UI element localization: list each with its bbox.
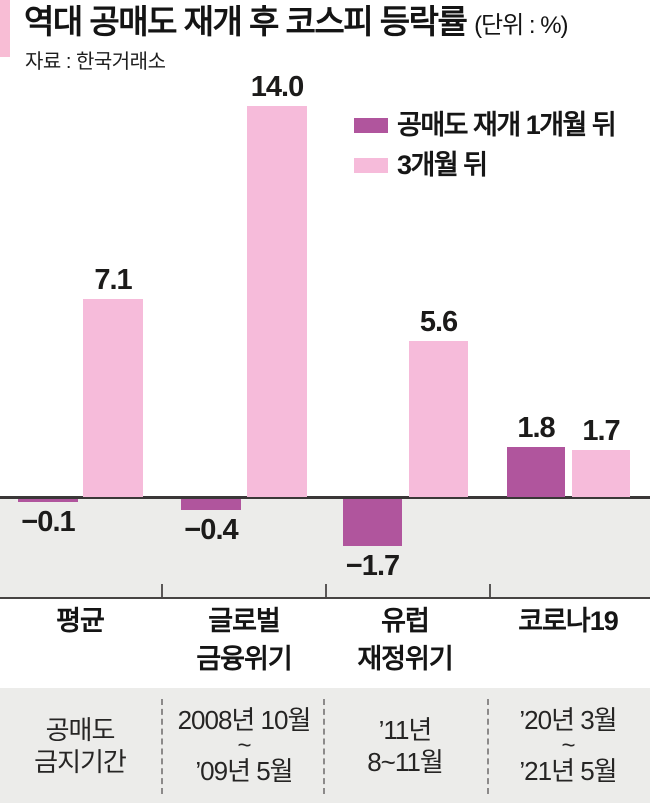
legend-item-1month: 공매도 재개 1개월 뒤 (354, 110, 617, 140)
page-title: 역대 공매도 재개 후 코스피 등락률 (단위 : %) (24, 0, 569, 48)
bar-value-label: 7.1 (94, 264, 132, 296)
bar-value-label: 14.0 (250, 71, 304, 103)
bar-series1-cat4 (507, 447, 565, 497)
table-line: 금지기간 (34, 746, 127, 777)
bar-series1-cat1 (18, 499, 78, 502)
category-label-average: 평균 (0, 602, 170, 640)
bar-series1-cat2 (181, 499, 241, 510)
table-cell-euro-period: ’11년 8~11월 (317, 688, 493, 803)
table-line: ’11년 (378, 714, 433, 745)
category-tick (161, 584, 163, 597)
table-line: 2008년 10월 (177, 705, 312, 735)
category-label-covid19: 코로나19 (478, 602, 650, 640)
category-line: 코로나19 (518, 606, 619, 636)
bar-value-label: −1.7 (345, 550, 400, 582)
table-divider (323, 699, 325, 794)
bar-series1-cat3 (343, 499, 402, 546)
bar-value-label: −0.1 (21, 506, 75, 538)
negative-area-band (0, 499, 650, 597)
category-label-european-debt-crisis: 유럽 재정위기 (315, 602, 495, 678)
unit-label: (단위 : %) (474, 12, 568, 39)
table-row-header: 공매도 금지기간 (0, 688, 168, 803)
category-tick (489, 584, 491, 597)
category-line: 재정위기 (357, 644, 453, 674)
bar-value-label: −0.4 (184, 514, 238, 546)
bar-series2-cat1 (83, 299, 143, 497)
table-divider (161, 699, 163, 794)
table-line: 공매도 (45, 714, 116, 745)
legend-label-3month: 3개월 뒤 (397, 150, 488, 180)
table-line: ’09년 5월 (195, 756, 293, 786)
legend-swatch-1month (354, 117, 388, 133)
category-line: 글로벌 (208, 606, 281, 636)
bar-value-label: 1.7 (582, 415, 620, 447)
axis-bottom-line (0, 597, 650, 599)
table-line: ’20년 3월 (519, 705, 617, 735)
bar-value-label: 5.6 (419, 306, 458, 338)
table-line: ’21년 5월 (519, 756, 617, 786)
category-line: 금융위기 (196, 644, 292, 674)
title-marker-bar (0, 0, 10, 57)
legend-item-3month: 3개월 뒤 (354, 150, 615, 180)
bar-series2-cat4 (572, 450, 630, 497)
legend-label-1month: 공매도 재개 1개월 뒤 (397, 110, 617, 140)
ban-period-table-background (0, 688, 650, 803)
table-cell-covid-period: ’20년 3월 ~ ’21년 5월 (480, 688, 650, 803)
zero-baseline (0, 496, 650, 499)
bar-series2-cat3 (409, 341, 468, 497)
category-tick (325, 584, 327, 597)
legend: 공매도 재개 1개월 뒤 3개월 뒤 (354, 110, 617, 180)
chart-title-text: 역대 공매도 재개 후 코스피 등락률 (24, 3, 468, 40)
bar-value-label: 1.8 (517, 412, 555, 444)
category-line: 유럽 (381, 606, 430, 636)
table-cell-gfc-period: 2008년 10월 ~ ’09년 5월 (156, 688, 332, 803)
table-divider (487, 699, 489, 794)
table-line: ~ (561, 732, 575, 759)
category-line: 평균 (56, 606, 105, 636)
legend-swatch-3month (354, 157, 388, 173)
table-line: ~ (237, 732, 251, 759)
category-label-global-financial-crisis: 글로벌 금융위기 (154, 602, 334, 678)
source-label: 자료 : 한국거래소 (25, 51, 166, 73)
bar-series2-cat2 (247, 106, 307, 497)
table-line: 8~11월 (367, 746, 444, 777)
